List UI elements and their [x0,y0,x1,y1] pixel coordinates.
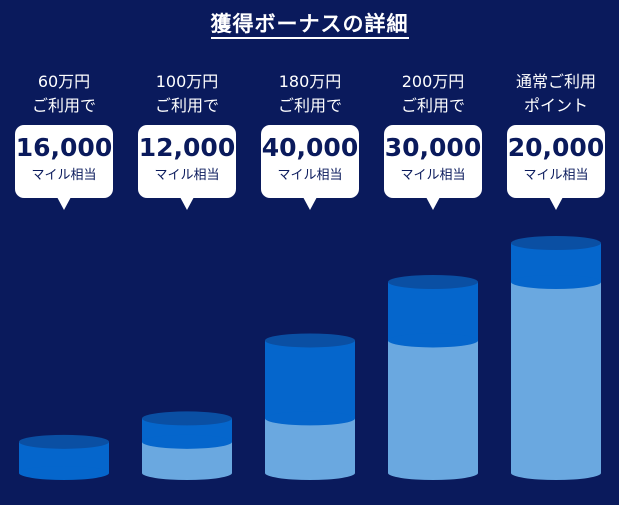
category-label: 通常ご利用 ポイント [498,70,614,118]
bar-base-segment [511,281,601,473]
unit-label: マイル相当 [154,168,220,183]
unit-label: マイル相当 [400,168,466,183]
unit-label: マイル相当 [523,168,589,183]
category-label-line: ご利用で [277,96,342,115]
category-label: 60万円ご利用で [6,70,122,118]
bar-base-segment [265,418,355,473]
bar-new-segment [265,340,355,419]
bar-base-bottom [511,466,601,480]
bar-new-segment-bottom [388,333,478,348]
bar-new-segment-bottom [265,411,355,426]
bar-base-segment [388,340,478,473]
category-label-line: 100万円 [155,72,219,91]
category-label: 100万円ご利用で [129,70,245,118]
unit-label: マイル相当 [277,168,343,183]
unit-label: マイル相当 [31,168,97,183]
category-label-line: ご利用で [154,96,219,115]
bar-new-segment [388,281,478,341]
bar-cylinder [388,274,478,480]
bar-cylinder [142,411,232,480]
value-bubble: 12,000 マイル相当 [138,125,236,210]
value-bubble: 16,000 マイル相当 [15,125,113,210]
category-label-line: ご利用で [31,96,96,115]
value-bubble: 30,000 マイル相当 [384,125,482,210]
category-label: 180万円ご利用で [252,70,368,118]
category-label-line: ポイント [523,96,588,115]
data-label: 16,000 [15,133,113,162]
bar-top-cap [265,333,355,348]
data-label: 40,000 [261,133,359,162]
bar-new-segment-bottom [511,274,601,289]
data-label: 12,000 [138,133,236,162]
chart-title: 獲得ボーナスの詳細 [0,8,619,39]
bar-top-cap [511,236,601,250]
category-label-line: 60万円 [37,72,91,91]
category-label-line: ご利用で [400,96,465,115]
bar-base-bottom [265,466,355,480]
category-label: 200万円ご利用で [375,70,491,118]
value-bubble: 20,000 マイル相当 [507,125,605,210]
category-label-line: 通常ご利用 [515,72,596,91]
bar-base-bottom [142,466,232,480]
data-label: 30,000 [384,133,482,162]
category-label-line: 180万円 [278,72,342,91]
bar-new-segment-bottom [142,434,232,449]
data-label: 20,000 [507,133,605,162]
bar-cylinder [265,333,355,480]
bar-cylinder [19,434,109,480]
value-bubble: 40,000 マイル相当 [261,125,359,210]
bar-base-bottom [388,466,478,480]
bar-cylinder [511,236,601,480]
bar-new-segment-bottom [19,466,109,480]
bar-top-cap [142,411,232,426]
bar-top-cap [388,274,478,289]
category-label-line: 200万円 [401,72,465,91]
bar-top-cap [19,434,109,449]
